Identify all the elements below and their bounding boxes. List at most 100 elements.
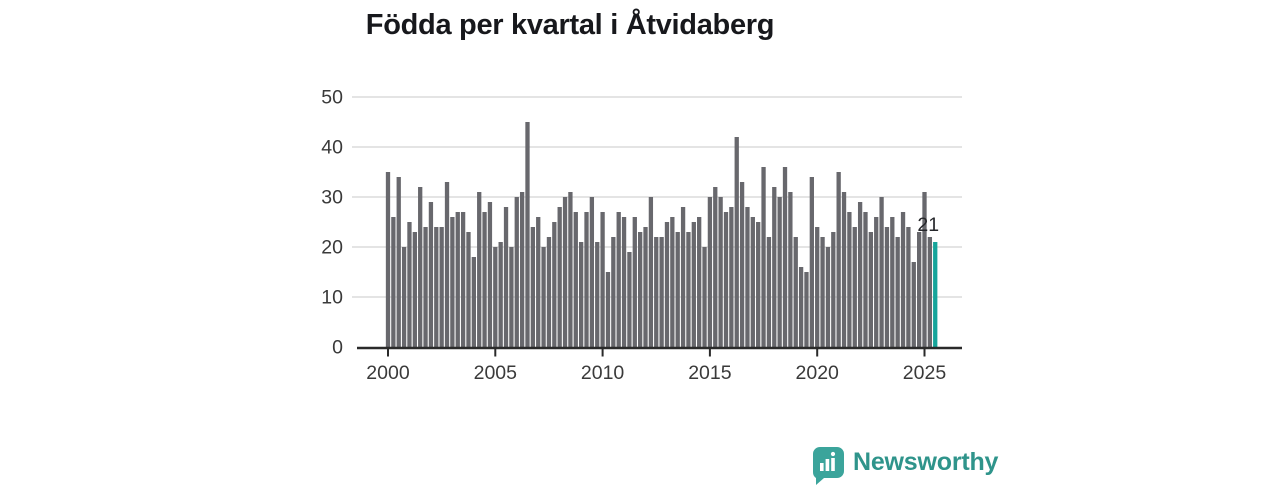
bar bbox=[525, 122, 530, 347]
y-tick-label: 10 bbox=[321, 287, 343, 309]
bar bbox=[654, 237, 659, 347]
bar bbox=[718, 197, 723, 347]
bar bbox=[777, 197, 782, 347]
bar bbox=[900, 212, 906, 347]
bar bbox=[691, 222, 696, 347]
bar bbox=[884, 227, 890, 347]
bar bbox=[895, 237, 900, 347]
bar bbox=[503, 207, 509, 347]
bar bbox=[632, 217, 637, 347]
bar bbox=[820, 237, 825, 347]
bar bbox=[578, 242, 584, 347]
bar bbox=[638, 232, 643, 347]
bar bbox=[546, 237, 552, 347]
bar bbox=[750, 217, 755, 347]
bar bbox=[766, 237, 772, 347]
bar bbox=[519, 192, 525, 347]
bar bbox=[444, 182, 450, 347]
bar bbox=[627, 252, 632, 347]
bar bbox=[460, 212, 466, 347]
bar bbox=[713, 187, 718, 347]
bar bbox=[761, 167, 766, 347]
bar bbox=[568, 192, 573, 347]
bar bbox=[477, 192, 482, 347]
bar bbox=[573, 212, 578, 347]
bar bbox=[841, 192, 847, 347]
bar bbox=[552, 222, 557, 347]
bar bbox=[782, 167, 788, 347]
bar bbox=[847, 212, 852, 347]
bar bbox=[734, 137, 739, 347]
bar bbox=[514, 197, 519, 347]
bar bbox=[809, 177, 814, 347]
bar bbox=[530, 227, 536, 347]
bar bbox=[831, 232, 836, 347]
bar bbox=[697, 217, 702, 347]
bar bbox=[621, 217, 627, 347]
newsworthy-brand[interactable]: Newsworthy bbox=[812, 444, 999, 485]
x-tick-label: 2015 bbox=[688, 362, 732, 384]
bar bbox=[439, 227, 444, 347]
bar bbox=[863, 212, 868, 347]
bar bbox=[434, 227, 439, 347]
bar bbox=[589, 197, 595, 347]
bar bbox=[482, 212, 487, 347]
bar bbox=[857, 202, 863, 347]
x-tick-label: 2010 bbox=[581, 362, 625, 384]
bar bbox=[852, 227, 857, 347]
bar bbox=[723, 212, 729, 347]
bar bbox=[428, 202, 434, 347]
bar bbox=[793, 237, 798, 347]
bar bbox=[600, 212, 605, 347]
newsworthy-wordmark: Newsworthy bbox=[853, 447, 999, 476]
x-tick-label: 2020 bbox=[796, 362, 840, 384]
bar bbox=[879, 197, 884, 347]
bar bbox=[659, 237, 664, 347]
bar bbox=[536, 217, 541, 347]
bar bbox=[396, 177, 401, 347]
bar bbox=[868, 232, 873, 347]
bar bbox=[772, 187, 777, 347]
x-tick-label: 2000 bbox=[366, 362, 410, 384]
bar bbox=[412, 232, 417, 347]
y-tick-label: 0 bbox=[332, 337, 343, 359]
bar bbox=[471, 257, 476, 347]
bar bbox=[493, 247, 498, 347]
chart-title: Födda per kvartal i Åtvidaberg bbox=[365, 9, 775, 41]
bar bbox=[680, 207, 686, 347]
bar bbox=[916, 232, 922, 347]
bar bbox=[584, 212, 589, 347]
bar bbox=[890, 217, 895, 347]
y-tick-label: 30 bbox=[321, 187, 343, 209]
bar bbox=[401, 247, 407, 347]
highlight-value-label: 21 bbox=[917, 214, 939, 236]
bar bbox=[509, 247, 514, 347]
newsworthy-logo-icon bbox=[812, 446, 844, 485]
highlighted-bar bbox=[933, 242, 938, 347]
bar bbox=[707, 197, 713, 347]
bar bbox=[541, 247, 546, 347]
bar bbox=[466, 232, 471, 347]
bar bbox=[616, 212, 621, 347]
bar bbox=[423, 227, 428, 347]
bar bbox=[450, 217, 455, 347]
bar bbox=[911, 262, 916, 347]
y-tick-label: 50 bbox=[321, 87, 343, 109]
bar bbox=[788, 192, 793, 347]
bar bbox=[407, 222, 412, 347]
bar bbox=[798, 267, 804, 347]
x-tick-label: 2005 bbox=[474, 362, 518, 384]
bar bbox=[675, 232, 680, 347]
bar bbox=[745, 207, 750, 347]
bar bbox=[611, 237, 616, 347]
bar bbox=[643, 227, 648, 347]
bar bbox=[498, 242, 503, 347]
bar bbox=[385, 172, 391, 347]
bar bbox=[418, 187, 423, 347]
x-tick-label: 2025 bbox=[903, 362, 947, 384]
bar bbox=[391, 217, 396, 347]
bar bbox=[702, 247, 707, 347]
bar bbox=[836, 172, 841, 347]
bar bbox=[670, 217, 675, 347]
